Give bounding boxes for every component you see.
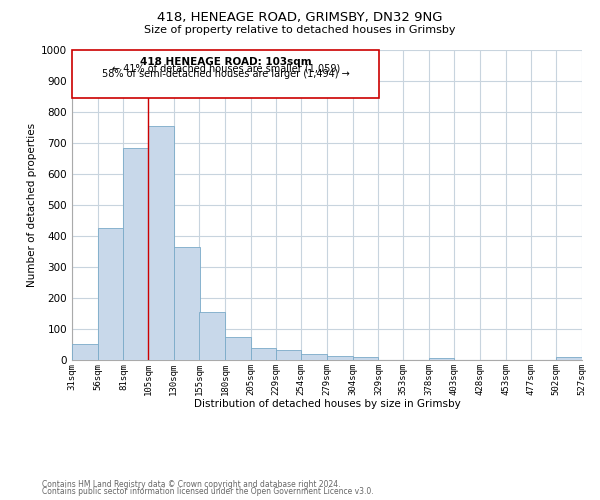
Text: Contains public sector information licensed under the Open Government Licence v3: Contains public sector information licen…	[42, 487, 374, 496]
Bar	[199, 312, 225, 360]
X-axis label: Distribution of detached houses by size in Grimsby: Distribution of detached houses by size …	[194, 399, 460, 409]
FancyBboxPatch shape	[72, 50, 379, 98]
Bar	[225, 337, 251, 360]
Y-axis label: Number of detached properties: Number of detached properties	[27, 123, 37, 287]
Bar	[251, 348, 275, 360]
Bar	[174, 247, 199, 360]
Bar	[353, 357, 379, 360]
Text: 418 HENEAGE ROAD: 103sqm: 418 HENEAGE ROAD: 103sqm	[140, 57, 311, 67]
Text: 58% of semi-detached houses are larger (1,494) →: 58% of semi-detached houses are larger (…	[102, 69, 350, 79]
Text: Size of property relative to detached houses in Grimsby: Size of property relative to detached ho…	[144, 25, 456, 35]
Bar	[124, 148, 148, 360]
Bar	[429, 358, 455, 360]
Bar	[72, 344, 98, 360]
Bar	[148, 126, 174, 360]
Text: ← 41% of detached houses are smaller (1,059): ← 41% of detached houses are smaller (1,…	[112, 64, 340, 74]
Text: 418, HENEAGE ROAD, GRIMSBY, DN32 9NG: 418, HENEAGE ROAD, GRIMSBY, DN32 9NG	[157, 11, 443, 24]
Bar	[556, 357, 582, 360]
Bar	[98, 228, 124, 360]
Text: Contains HM Land Registry data © Crown copyright and database right 2024.: Contains HM Land Registry data © Crown c…	[42, 480, 341, 489]
Bar	[301, 354, 327, 360]
Bar	[275, 350, 301, 360]
Bar	[327, 356, 353, 360]
